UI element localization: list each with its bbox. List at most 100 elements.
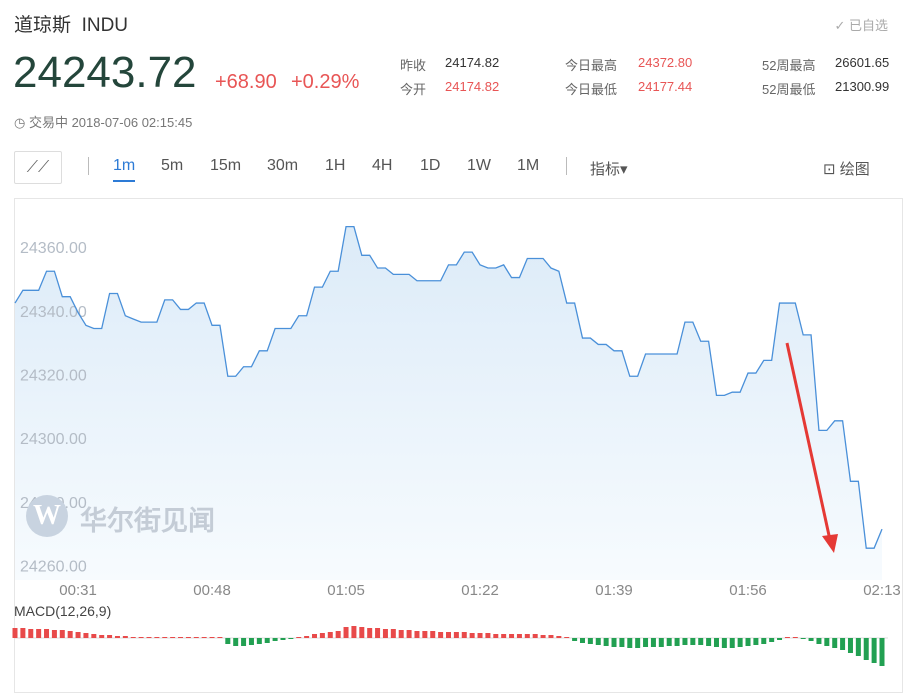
macd-bar <box>832 638 838 648</box>
period-tab[interactable]: 4H <box>372 157 393 174</box>
period-tab[interactable]: 30m <box>267 157 299 174</box>
macd-bar <box>359 627 365 638</box>
macd-bar <box>572 638 578 641</box>
macd-bar <box>422 631 428 638</box>
macd-bar <box>59 630 65 638</box>
macd-bar <box>863 638 869 660</box>
macd-bar <box>682 638 688 645</box>
period-tab[interactable]: 15m <box>210 157 242 174</box>
macd-bar <box>603 638 609 646</box>
period-tab[interactable]: 1m <box>113 157 136 182</box>
stat-value: 24177.44 <box>638 79 693 94</box>
macd-bar <box>698 638 704 645</box>
macd-bar <box>36 629 42 638</box>
x-tick-label: 02:13 <box>863 582 901 599</box>
macd-bar <box>532 634 538 638</box>
x-tick-label: 01:05 <box>327 582 365 599</box>
macd-bar <box>288 638 294 639</box>
macd-bar <box>51 630 57 638</box>
macd-bar <box>138 637 144 638</box>
index-name: 道琼斯 <box>14 15 72 36</box>
draw-button[interactable]: ⊡ 绘图 <box>823 161 870 178</box>
status: ◷ 交易中 2018-07-06 02:15:45 <box>14 115 193 130</box>
stat-value: 26601.65 <box>835 55 890 70</box>
macd-bar <box>170 637 176 638</box>
arrow-head <box>822 534 838 553</box>
title: 道琼斯 INDU <box>14 10 128 37</box>
stat-label: 昨收 <box>400 58 427 73</box>
macd-bar <box>12 628 18 638</box>
y-tick-label: 24320.00 <box>20 367 87 384</box>
macd-bar <box>556 636 562 638</box>
macd-bar <box>737 638 743 647</box>
macd-bar <box>784 637 790 638</box>
stat-value: 24174.82 <box>445 79 500 94</box>
macd-bar <box>792 637 798 638</box>
indicator-button[interactable]: 指标▾ <box>590 161 628 178</box>
divider <box>88 157 89 175</box>
period-tab[interactable]: 1M <box>517 157 540 174</box>
macd-bar <box>713 638 719 647</box>
macd-bar <box>91 634 97 638</box>
chart-type-button[interactable]: ⟋⟋ <box>14 151 62 184</box>
macd-bar <box>840 638 846 650</box>
status-text: 交易中 2018-07-06 02:15:45 <box>28 115 193 130</box>
macd-bar <box>674 638 680 646</box>
area <box>15 226 882 580</box>
macd-bar <box>824 638 830 646</box>
macd-bar <box>304 636 310 638</box>
macd-bar <box>438 632 444 638</box>
macd-bar <box>264 638 270 643</box>
y-tick-label: 24360.00 <box>20 240 87 257</box>
stat-label: 今开 <box>400 82 427 97</box>
x-tick-label: 01:39 <box>595 582 633 599</box>
macd-bar <box>406 630 412 638</box>
macd-bar <box>777 638 783 640</box>
macd-bar <box>398 630 404 638</box>
macd-bar <box>319 633 325 638</box>
macd-bar <box>871 638 877 663</box>
macd-bar <box>430 631 436 638</box>
macd-bar <box>44 629 50 638</box>
macd-bar <box>658 638 664 647</box>
draw-label: 绘图 <box>839 161 870 178</box>
period-tab[interactable]: 5m <box>161 157 184 174</box>
macd-bar <box>351 626 357 638</box>
period-tab[interactable]: 1H <box>325 157 346 174</box>
macd-bar <box>509 634 515 638</box>
macd-bar <box>248 638 254 645</box>
macd-bar <box>99 635 105 638</box>
macd-bar <box>729 638 735 648</box>
stat-label: 今日最高 <box>565 58 618 73</box>
macd-bar <box>816 638 822 644</box>
macd-label: MACD(12,26,9) <box>14 603 112 619</box>
macd-bar <box>107 635 113 638</box>
macd-bar <box>114 636 120 638</box>
watch-button[interactable]: ✓ 已自选 <box>834 18 888 33</box>
period-tab[interactable]: 1W <box>467 157 491 174</box>
macd-bar <box>587 638 593 644</box>
macd-bar <box>446 632 451 638</box>
macd-bar <box>178 637 184 638</box>
macd-bar <box>154 637 160 638</box>
stat-value: 24174.82 <box>445 55 500 70</box>
macd-bar <box>225 638 231 644</box>
macd-bar <box>611 638 617 647</box>
macd-bar <box>847 638 853 653</box>
macd-bar <box>855 638 861 656</box>
macd-bar <box>185 637 191 638</box>
indicator-label: 指标 <box>590 161 621 178</box>
macd-bar <box>146 637 152 638</box>
stat-label: 52周最低 <box>762 82 816 97</box>
macd-bar <box>627 638 633 648</box>
y-tick-label: 24260.00 <box>20 558 87 575</box>
watermark-logo: W <box>26 495 68 537</box>
price-line <box>14 226 883 549</box>
macd-bar <box>83 633 89 638</box>
macd-bar <box>122 636 128 638</box>
macd-bar <box>493 634 499 638</box>
macd-bar <box>312 634 318 638</box>
period-tab[interactable]: 1D <box>420 157 441 174</box>
macd-bar <box>524 634 530 638</box>
stat-label: 今日最低 <box>565 82 618 97</box>
